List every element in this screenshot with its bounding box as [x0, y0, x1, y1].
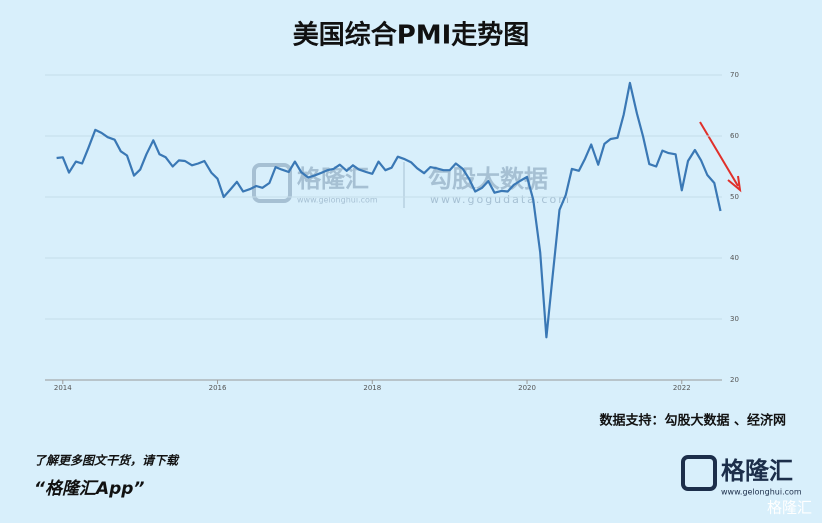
y-tick-label: 40	[730, 254, 739, 262]
y-tick-label: 70	[730, 71, 739, 79]
y-tick-label: 50	[730, 193, 739, 201]
x-tick-label: 2018	[363, 384, 381, 392]
y-tick-label: 30	[730, 315, 739, 323]
footer-badge: 格隆汇	[767, 499, 812, 517]
chart-title: 美国综合PMI走势图	[293, 20, 530, 51]
x-tick-label: 2020	[518, 384, 536, 392]
footer-logo-url: www.gelonghui.com	[721, 488, 802, 497]
y-tick-label: 60	[730, 132, 739, 140]
x-tick-label: 2022	[673, 384, 691, 392]
x-tick-label: 2016	[209, 384, 227, 392]
watermark-url: www.gelonghui.com	[297, 196, 378, 205]
x-tick-label: 2014	[54, 384, 72, 392]
footer-logo: 格隆汇	[721, 457, 793, 485]
annotation-arrow	[699, 121, 742, 193]
watermark-data-url: www.gogudata.com	[430, 193, 571, 206]
y-tick-label: 20	[730, 376, 739, 384]
source-note: 数据支持：勾股大数据 、经济网	[599, 413, 786, 429]
footer-logo-icon	[681, 455, 717, 491]
footer-prompt: 了解更多图文干货，请下载	[34, 454, 180, 468]
data-line	[56, 81, 722, 339]
watermark-logo	[252, 163, 292, 203]
footer-app: “格隆汇App”	[34, 479, 144, 499]
